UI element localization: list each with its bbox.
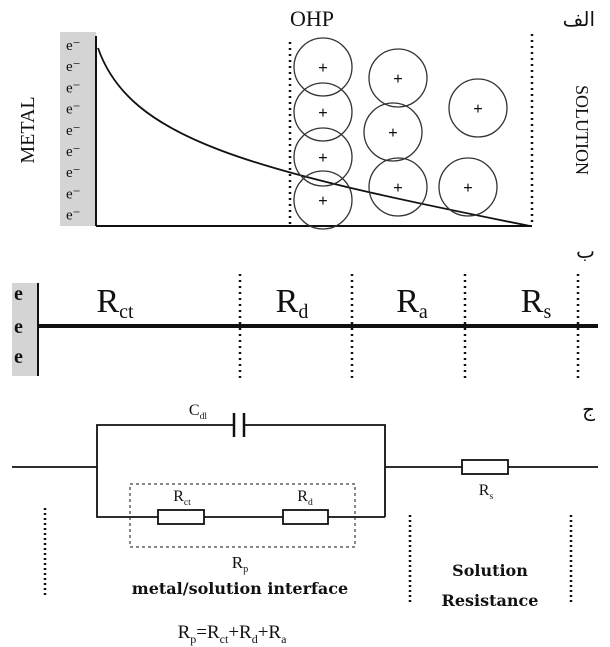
- formula-symbol: =R: [196, 622, 220, 643]
- resistance-label: Resistance: [442, 591, 539, 610]
- formula-symbol: +R: [258, 622, 282, 643]
- formula-subscript: d: [252, 632, 258, 646]
- circuit: [12, 413, 598, 602]
- cation: [293, 82, 353, 142]
- electron: e⁻: [66, 165, 81, 181]
- cation-sign: +: [393, 178, 403, 197]
- subscript: a: [419, 301, 428, 323]
- subscript: s: [543, 301, 551, 323]
- solution-label: Solution: [452, 561, 528, 580]
- panel-label: ب: [576, 239, 595, 263]
- electron: e: [14, 346, 23, 368]
- cation-sign: +: [318, 191, 328, 210]
- formula-subscript: ct: [220, 632, 229, 646]
- cation: [293, 170, 353, 230]
- electron: e: [14, 283, 23, 305]
- rd-label: Rd: [297, 488, 313, 508]
- ohp-label: OHP: [290, 6, 334, 31]
- cation: [368, 157, 428, 217]
- cation-sign: +: [473, 99, 483, 118]
- formula-symbol: +R: [228, 622, 252, 643]
- formula: Rp=Rct+Rd+Ra: [178, 622, 288, 646]
- rs-label: Rs: [479, 482, 494, 502]
- cation-sign: +: [318, 148, 328, 167]
- resistance-label: Rd: [276, 283, 309, 323]
- metal-strip: [12, 283, 38, 376]
- symbol: R: [96, 283, 119, 320]
- rp-label: Rp: [232, 553, 248, 575]
- cation: [293, 37, 353, 97]
- cation: [448, 78, 508, 138]
- metal-strip: [60, 32, 96, 226]
- panel-label: ج: [582, 397, 595, 421]
- cation: [293, 127, 353, 187]
- cation-sign: +: [318, 103, 328, 122]
- panel-label: الف: [563, 7, 595, 31]
- cation-sign: +: [388, 123, 398, 142]
- electron: e⁻: [66, 102, 81, 118]
- electron: e⁻: [66, 186, 81, 202]
- electron: e: [14, 316, 23, 338]
- resistance-label: Ra: [396, 283, 428, 323]
- electron: e⁻: [66, 123, 81, 139]
- symbol: R: [521, 283, 544, 320]
- rct-label: Rct: [173, 488, 191, 508]
- potential-curve: [97, 47, 531, 227]
- resistance-label: Rct: [96, 283, 134, 323]
- formula-subscript: p: [190, 632, 196, 646]
- cation: [438, 157, 498, 217]
- formula-symbol: R: [178, 622, 191, 643]
- formula-subscript: a: [281, 632, 287, 646]
- symbol: R: [396, 283, 419, 320]
- electron: e⁻: [66, 59, 81, 75]
- cdl-label: Cdl: [189, 402, 207, 422]
- solution-label: SOLUTION: [572, 85, 592, 175]
- interface-label: metal/solution interface: [132, 579, 348, 598]
- electron: e⁻: [66, 208, 81, 224]
- cation-sign: +: [318, 58, 328, 77]
- cation: [368, 48, 428, 108]
- metal-label: METAL: [17, 96, 39, 163]
- resistance-label: Rs: [521, 283, 552, 323]
- electron: e⁻: [66, 144, 81, 160]
- subscript: d: [298, 301, 308, 323]
- electron: e⁻: [66, 80, 81, 96]
- subscript: ct: [119, 301, 134, 323]
- panel-a: e⁻ e⁻ e⁻ e⁻ e⁻ e⁻ e⁻ e⁻ e⁻ + + + + + + + + +: [66, 37, 508, 230]
- cation: [363, 102, 423, 162]
- cation-sign: +: [463, 178, 473, 197]
- cation-sign: +: [393, 69, 403, 88]
- electron: e⁻: [66, 38, 81, 54]
- symbol: R: [276, 283, 299, 320]
